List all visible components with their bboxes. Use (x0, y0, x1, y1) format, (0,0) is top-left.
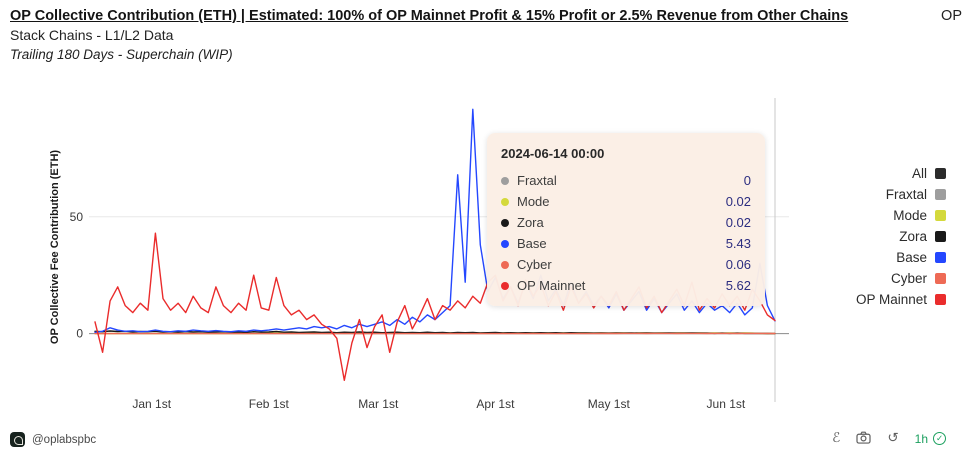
legend-swatch (935, 168, 946, 179)
op-mainnet-series-dot (501, 281, 509, 290)
legend-label: Base (896, 250, 927, 265)
author-handle[interactable]: @oplabspbc (32, 433, 97, 446)
tooltip-row: Mode 0.02 (501, 191, 751, 212)
series-line-op-mainnet[interactable] (94, 232, 776, 381)
tooltip-row: Base 5.43 (501, 233, 751, 254)
legend-label: Zora (899, 229, 927, 244)
oplabs-avatar (10, 432, 25, 447)
legend-label: All (911, 166, 927, 181)
legend-item-mode[interactable]: Mode (893, 208, 946, 223)
author-byline: @oplabspbc (10, 432, 96, 447)
freshness-age: 1h (914, 431, 928, 446)
tooltip-value: 0.02 (725, 194, 751, 209)
tooltip-value: 0.02 (725, 215, 751, 230)
tooltip-value: 0 (743, 173, 751, 188)
tooltip-label: Mode (517, 194, 550, 209)
chart-title-line1: OP Collective Contribution (ETH) | Estim… (10, 8, 962, 24)
legend-item-op-mainnet[interactable]: OP Mainnet (855, 292, 946, 307)
chart-header: OP Collective Contribution (ETH) | Estim… (10, 8, 962, 62)
legend-swatch (935, 252, 946, 263)
edit-curve-icon[interactable]: ℰ (832, 430, 841, 446)
x-tick-label: May 1st (588, 397, 631, 411)
legend-label: Mode (893, 208, 927, 223)
check-icon: ✓ (933, 432, 946, 446)
legend-swatch (935, 231, 946, 242)
tooltip-row: OP Mainnet 5.62 (501, 275, 751, 296)
legend-swatch (935, 210, 946, 221)
x-tick-label: Apr 1st (476, 397, 515, 411)
x-tick-label: Mar 1st (358, 397, 399, 411)
legend-label: Fraxtal (885, 187, 927, 202)
camera-icon[interactable] (856, 431, 871, 448)
legend-swatch (935, 189, 946, 200)
tooltip-value: 0.06 (725, 257, 751, 272)
chart-title-tail: OP (941, 8, 962, 24)
legend-item-all[interactable]: All (911, 166, 946, 181)
x-tick-label: Jun 1st (707, 397, 746, 411)
tooltip-row: Cyber 0.06 (501, 254, 751, 275)
fraxtal-series-dot (501, 176, 509, 185)
base-series-dot (501, 239, 509, 248)
zora-series-dot (501, 218, 509, 227)
tooltip-value: 5.62 (725, 278, 751, 293)
x-tick-label: Jan 1st (132, 397, 171, 411)
chart-tooltip: 2024-06-14 00:00 Fraxtal 0 Mode 0.02 Zor… (487, 133, 765, 306)
legend-item-base[interactable]: Base (896, 250, 946, 265)
chart-title-line2: Stack Chains - L1/L2 Data (10, 27, 174, 43)
tooltip-value: 5.43 (725, 236, 751, 251)
freshness-indicator[interactable]: 1h ✓ (915, 432, 946, 446)
cyber-series-dot (501, 260, 509, 269)
y-tick-label: 50 (70, 210, 84, 224)
y-tick-label: 0 (76, 327, 83, 341)
tooltip-label: Base (517, 236, 547, 251)
footer-actions: ℰ ↺ 1h ✓ (832, 431, 946, 448)
mode-series-dot (501, 197, 509, 206)
legend-swatch (935, 273, 946, 284)
refresh-icon[interactable]: ↺ (887, 430, 899, 446)
x-tick-label: Feb 1st (249, 397, 290, 411)
legend-label: Cyber (890, 271, 927, 286)
legend-item-cyber[interactable]: Cyber (890, 271, 946, 286)
tooltip-row: Fraxtal 0 (501, 170, 751, 191)
legend-item-zora[interactable]: Zora (899, 229, 946, 244)
tooltip-label: Cyber (517, 257, 552, 272)
legend-item-fraxtal[interactable]: Fraxtal (885, 187, 946, 202)
chart-subtitle: Trailing 180 Days - Superchain (WIP) (10, 47, 233, 62)
tooltip-row: Zora 0.02 (501, 212, 751, 233)
tooltip-label: Fraxtal (517, 173, 557, 188)
tooltip-label: Zora (517, 215, 544, 230)
chart-title-link[interactable]: OP Collective Contribution (ETH) | Estim… (10, 8, 849, 24)
tooltip-label: OP Mainnet (517, 278, 586, 293)
tooltip-date: 2024-06-14 00:00 (501, 146, 605, 161)
legend-label: OP Mainnet (855, 292, 927, 307)
legend-swatch (935, 294, 946, 305)
chart-legend: All Fraxtal Mode Zora Base Cyber OP Main… (855, 166, 946, 307)
